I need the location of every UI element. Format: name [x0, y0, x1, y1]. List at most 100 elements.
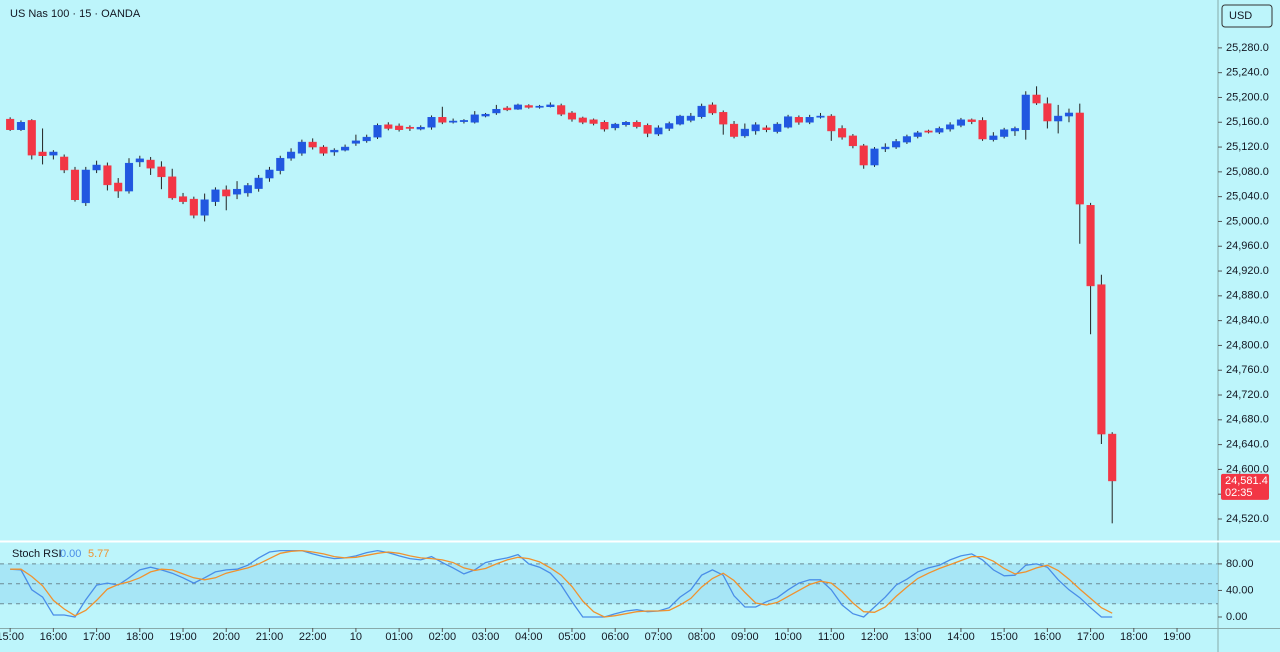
candle-body	[611, 123, 620, 129]
candle-body	[1043, 103, 1052, 122]
candle-body	[38, 151, 47, 156]
y-tick-label: 24,760.0	[1226, 364, 1269, 376]
y-tick-label: 25,200.0	[1226, 91, 1269, 103]
candle-body	[416, 126, 425, 130]
currency-button[interactable]	[1221, 4, 1273, 28]
candle-body	[146, 159, 155, 169]
stoch-line	[10, 549, 1113, 618]
candle-body	[1021, 94, 1030, 130]
candle-body	[405, 126, 414, 129]
y-tick-label: 24,880.0	[1226, 290, 1269, 302]
last-price-label: 24,581.4	[1225, 475, 1268, 487]
stoch-pane	[0, 549, 1218, 618]
candle-body	[535, 105, 544, 108]
candle-body	[6, 118, 15, 130]
candle-body	[1032, 94, 1041, 104]
x-tick-label: 02:00	[429, 631, 457, 643]
candle-body	[276, 157, 285, 171]
x-tick-label: 22:00	[299, 631, 327, 643]
legend-value: 5.77	[88, 548, 109, 560]
candle-body	[794, 117, 803, 123]
candle-body	[384, 124, 393, 129]
y-tick-label: 24,920.0	[1226, 265, 1269, 277]
candle-body	[49, 151, 58, 156]
candle-body	[848, 135, 857, 147]
candle-body	[1108, 433, 1117, 482]
candle-body	[362, 136, 371, 142]
candle-body	[395, 125, 404, 130]
candle-body	[1010, 128, 1020, 132]
x-tick-label: 01:00	[385, 631, 413, 643]
candle-body	[168, 176, 177, 199]
y-tick-label: 0.00	[1226, 611, 1247, 623]
candle-body	[319, 146, 328, 154]
y-tick-label: 24,960.0	[1226, 240, 1269, 252]
candle-body	[546, 104, 555, 108]
candle-body	[178, 196, 188, 202]
countdown-label: 02:35	[1225, 487, 1253, 499]
candle-body	[103, 165, 112, 186]
candle-body	[254, 177, 263, 189]
candle-body	[784, 116, 793, 128]
candle-body	[70, 169, 80, 200]
price-pane	[6, 86, 1117, 524]
candle-body	[60, 156, 69, 171]
candle-body	[675, 115, 685, 125]
y-tick-label: 40.00	[1226, 584, 1254, 596]
candle-body	[935, 128, 944, 133]
candle-body	[459, 120, 468, 122]
candle-body	[697, 105, 706, 117]
candle-body	[92, 164, 101, 171]
y-tick-label: 25,040.0	[1226, 191, 1269, 203]
y-tick-label: 25,240.0	[1226, 67, 1269, 79]
candle-body	[719, 112, 728, 125]
candle-body	[297, 141, 306, 154]
x-tick-label: 14:00	[947, 631, 975, 643]
candle-body	[211, 189, 220, 202]
candle-body	[27, 120, 36, 156]
candle-body	[449, 120, 458, 123]
x-tick-label: 15:00	[990, 631, 1018, 643]
candle-body	[503, 107, 512, 111]
last-price-box	[1221, 473, 1269, 500]
y-tick-label: 25,280.0	[1226, 42, 1269, 54]
candle-body	[751, 124, 760, 132]
candle-body	[621, 122, 631, 125]
candle-body	[924, 130, 933, 133]
y-tick-label: 25,160.0	[1226, 116, 1269, 128]
currency-label[interactable]: USD	[1229, 10, 1252, 22]
candle-body	[773, 123, 782, 132]
x-tick-label: 08:00	[688, 631, 716, 643]
candle-body	[200, 199, 209, 216]
candle-body	[740, 128, 749, 137]
x-tick-label: 21:00	[256, 631, 284, 643]
x-tick-label: 04:00	[515, 631, 543, 643]
candle-body	[989, 135, 998, 140]
candle-body	[805, 117, 814, 123]
candle-body	[956, 119, 965, 126]
candle-body	[643, 125, 652, 134]
x-tick-label: 09:00	[731, 631, 759, 643]
x-tick-label: 17:00	[1077, 631, 1105, 643]
x-tick-label: 15:00	[0, 631, 24, 643]
candle-body	[946, 124, 955, 130]
candle-body	[654, 127, 663, 135]
x-tick-label: 11:00	[818, 631, 845, 643]
x-tick-label: 18:00	[126, 631, 154, 643]
candle-body	[1000, 129, 1009, 137]
indicator-title: Stoch RSI	[12, 548, 62, 560]
candle-body	[978, 120, 987, 140]
candle-body	[351, 140, 360, 144]
y-tick-label: 24,680.0	[1226, 414, 1269, 426]
candle-body	[859, 145, 868, 166]
candle-body	[892, 141, 901, 148]
candle-body	[157, 166, 166, 178]
x-tick-label: 10:00	[774, 631, 802, 643]
x-tick-label: 19:00	[169, 631, 197, 643]
candle-body	[708, 104, 717, 114]
candle-body	[265, 169, 274, 179]
candle-body	[578, 117, 587, 123]
candle-body	[567, 112, 577, 120]
candle-body	[816, 115, 825, 118]
